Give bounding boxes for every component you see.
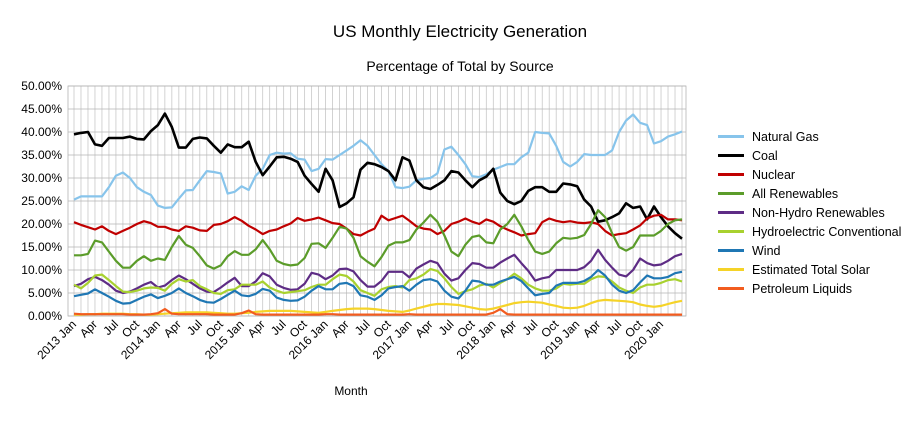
x-tick-label: Jul xyxy=(436,317,457,338)
legend-label: Petroleum Liquids xyxy=(752,281,853,296)
legend-item: Estimated Total Solar xyxy=(718,260,901,279)
x-tick-label: Jul xyxy=(100,317,121,338)
series-line-nuclear xyxy=(73,213,683,237)
legend-label: Hydroelectric Conventional xyxy=(752,224,902,239)
legend-label: All Renewables xyxy=(752,186,839,201)
x-tick-label: Apr xyxy=(496,317,519,340)
series-line-hydroelectric-conventional xyxy=(73,268,683,297)
y-tick-label: 30.00% xyxy=(21,171,62,185)
y-tick-label: 0.00% xyxy=(28,309,62,323)
legend-label: Estimated Total Solar xyxy=(752,262,870,277)
legend-swatch xyxy=(718,230,744,233)
y-tick-label: 10.00% xyxy=(21,263,62,277)
y-tick-label: 20.00% xyxy=(21,217,62,231)
legend-item: Nuclear xyxy=(718,165,901,184)
legend-label: Natural Gas xyxy=(752,129,819,144)
legend-item: Wind xyxy=(718,241,901,260)
series-line-all-renewables xyxy=(74,209,683,270)
y-tick-label: 15.00% xyxy=(21,240,62,254)
chart-subtitle: Percentage of Total by Source xyxy=(366,58,554,74)
legend-item: All Renewables xyxy=(718,184,901,203)
x-tick-label: Jul xyxy=(268,317,289,338)
legend-label: Nuclear xyxy=(752,167,796,182)
legend-swatch xyxy=(718,287,744,290)
plot-area xyxy=(67,85,687,317)
x-tick-label: Apr xyxy=(412,317,435,340)
y-tick-label: 35.00% xyxy=(21,148,62,162)
x-tick-label: Apr xyxy=(161,317,184,340)
x-tick-label: Jul xyxy=(603,317,624,338)
legend-label: Coal xyxy=(752,148,778,163)
legend: Natural Gas Coal Nuclear All Renewables Non-… xyxy=(718,127,901,298)
y-tick-label: 25.00% xyxy=(21,194,62,208)
x-tick-label: Jul xyxy=(184,317,205,338)
x-tick-label: Jul xyxy=(352,317,373,338)
x-tick-label: Jul xyxy=(520,317,541,338)
y-tick-label: 5.00% xyxy=(28,286,62,300)
x-axis-label: Month xyxy=(334,384,367,398)
chart-title: US Monthly Electricity Generation xyxy=(333,22,587,41)
legend-item: Natural Gas xyxy=(718,127,901,146)
legend-label: Wind xyxy=(752,243,781,258)
x-tick-label: 2013 Jan xyxy=(34,317,79,362)
legend-item: Petroleum Liquids xyxy=(718,279,901,298)
series-line-coal xyxy=(73,112,683,240)
legend-swatch xyxy=(718,268,744,271)
series-line-wind xyxy=(73,268,683,305)
legend-swatch xyxy=(718,135,744,138)
x-tick-label: Apr xyxy=(77,317,100,340)
legend-item: Coal xyxy=(718,146,901,165)
legend-item: Hydroelectric Conventional xyxy=(718,222,901,241)
y-tick-label: 50.00% xyxy=(21,79,62,93)
series-line-natural-gas xyxy=(73,113,683,209)
legend-swatch xyxy=(718,154,744,157)
legend-label: Non-Hydro Renewables xyxy=(752,205,885,220)
series-line-non-hydro-renewables xyxy=(73,248,683,295)
legend-item: Non-Hydro Renewables xyxy=(718,203,901,222)
legend-swatch xyxy=(718,192,744,195)
legend-swatch xyxy=(718,173,744,176)
x-tick-label: Apr xyxy=(580,317,603,340)
legend-swatch xyxy=(718,211,744,214)
legend-swatch xyxy=(718,249,744,252)
y-tick-label: 45.00% xyxy=(21,102,62,116)
x-tick-label: Apr xyxy=(329,317,352,340)
y-tick-label: 40.00% xyxy=(21,125,62,139)
x-tick-label: Apr xyxy=(245,317,268,340)
series-line-petroleum-liquids xyxy=(73,308,682,316)
